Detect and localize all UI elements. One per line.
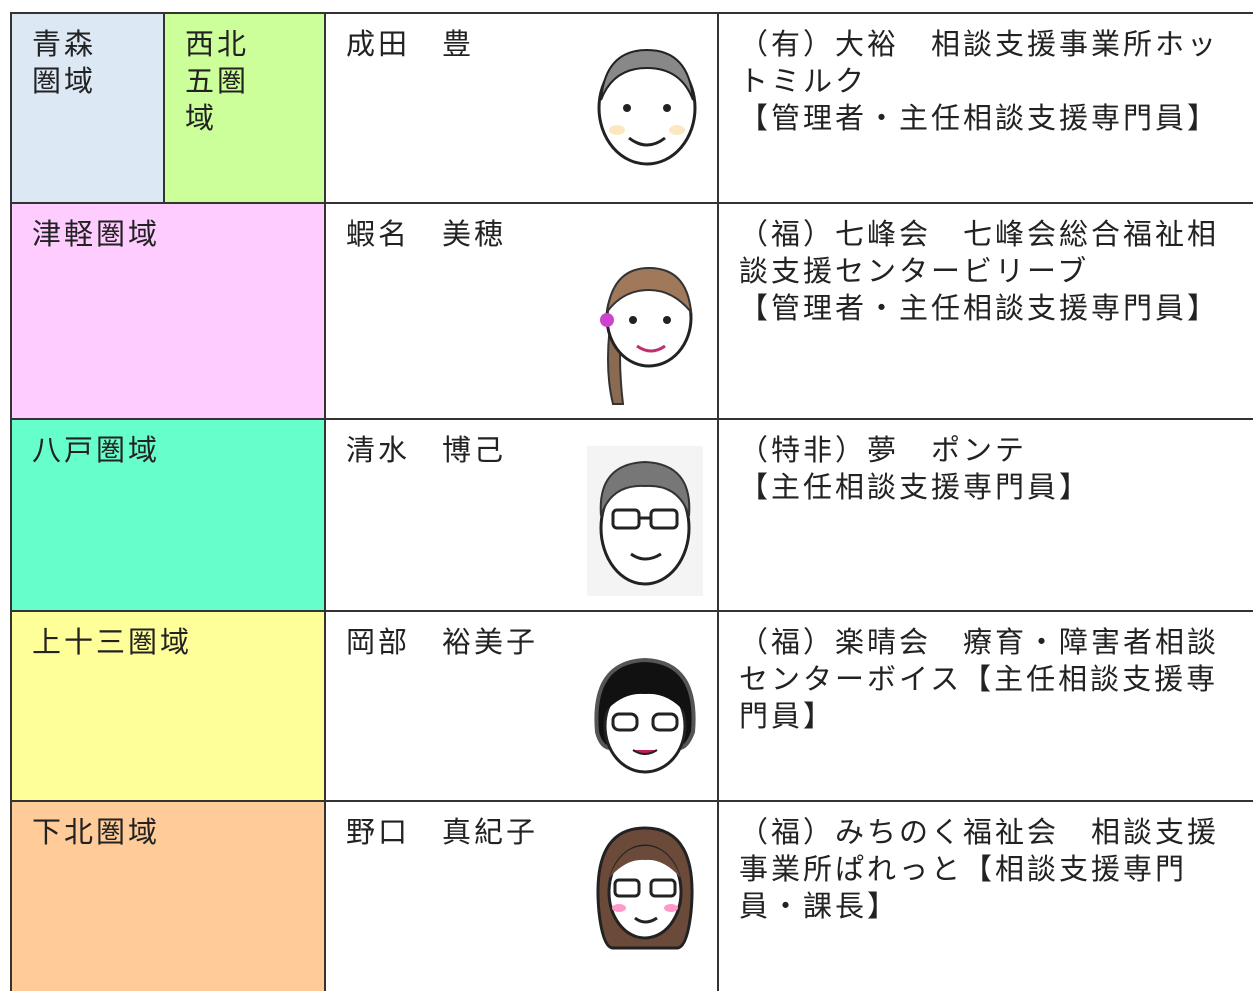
affiliation: 【管理者・主任相談支援専門員】 (739, 101, 1220, 135)
affiliation-cell: （福）みちのく福祉会 相談支援事業所ぱれっと【相談支援専門員・課長】 (717, 800, 1253, 991)
area-cell: 上十三圏域 (10, 610, 326, 802)
portrait (600, 266, 693, 405)
row: 津軽圏域 蝦名 美穂 （福）七峰会 七峰会総合福祉相談支援センタービリーブ 【管理… (10, 202, 1253, 420)
row: 八戸圏域 清水 博己 （特非）夢 ポンテ 【主任相談支援専門員】 (10, 418, 1253, 612)
portrait (594, 657, 696, 774)
name-cell: 野口 真紀子 (324, 800, 719, 991)
name-cell: 清水 博己 (324, 418, 719, 612)
area: 上十三圏域 (32, 625, 193, 659)
area: 青森圏域 (32, 27, 97, 98)
area-cell: 津軽圏域 (10, 202, 326, 420)
area: 八戸圏域 (32, 433, 161, 467)
portrait (597, 48, 697, 166)
affiliation-cell: （福）七峰会 七峰会総合福祉相談支援センタービリーブ 【管理者・主任相談支援専門員… (717, 202, 1253, 420)
name: 清水 博己 (346, 433, 507, 467)
affiliation: （福）楽晴会 療育・障害者相談センターボイス【主任相談支援専門員】 (739, 625, 1220, 733)
row: 上十三圏域 岡部 裕美子 （福）楽晴会 療育・障害者相談センターボイス【主任相談… (10, 610, 1253, 802)
affiliation: 【主任相談支援専門員】 (739, 470, 1092, 504)
affiliation: （福）七峰会 七峰会総合福祉相談支援センタービリーブ (739, 217, 1220, 288)
area-table: 青森圏域 西北五圏域 成田 豊 （有）大裕 相談支援事業所ホットミルク 【管理者・… (10, 12, 1253, 991)
name-cell: 成田 豊 (324, 12, 719, 204)
name: 成田 豊 (346, 27, 475, 61)
name: 野口 真紀子 (346, 815, 539, 849)
affiliation: （福）みちのく福祉会 相談支援事業所ぱれっと【相談支援専門員・課長】 (739, 815, 1220, 923)
affiliation-cell: （特非）夢 ポンテ 【主任相談支援専門員】 (717, 418, 1253, 612)
name: 蝦名 美穂 (346, 217, 507, 251)
affiliation: 【管理者・主任相談支援専門員】 (739, 291, 1220, 325)
area-cell: 西北五圏域 (163, 12, 326, 204)
area-cell: 下北圏域 (10, 800, 326, 991)
row: 青森圏域 西北五圏域 成田 豊 （有）大裕 相談支援事業所ホットミルク 【管理者・… (10, 12, 1253, 204)
area: 津軽圏域 (32, 217, 161, 251)
row: 下北圏域 野口 真紀子 （福）みちのく福祉会 相談支援事業所ぱれっと【相談支援専… (10, 800, 1253, 991)
portrait (587, 446, 703, 596)
affiliation: （特非）夢 ポンテ (739, 433, 1028, 467)
name-cell: 蝦名 美穂 (324, 202, 719, 420)
affiliation-cell: （福）楽晴会 療育・障害者相談センターボイス【主任相談支援専門員】 (717, 610, 1253, 802)
name-cell: 岡部 裕美子 (324, 610, 719, 802)
portrait (596, 826, 694, 950)
subarea: 西北五圏域 (185, 27, 250, 135)
area-cell: 青森圏域 (10, 12, 165, 204)
area-cell: 八戸圏域 (10, 418, 326, 612)
affiliation-cell: （有）大裕 相談支援事業所ホットミルク 【管理者・主任相談支援専門員】 (717, 12, 1253, 204)
name: 岡部 裕美子 (346, 625, 539, 659)
affiliation: （有）大裕 相談支援事業所ホットミルク (739, 27, 1220, 98)
area: 下北圏域 (32, 815, 161, 849)
